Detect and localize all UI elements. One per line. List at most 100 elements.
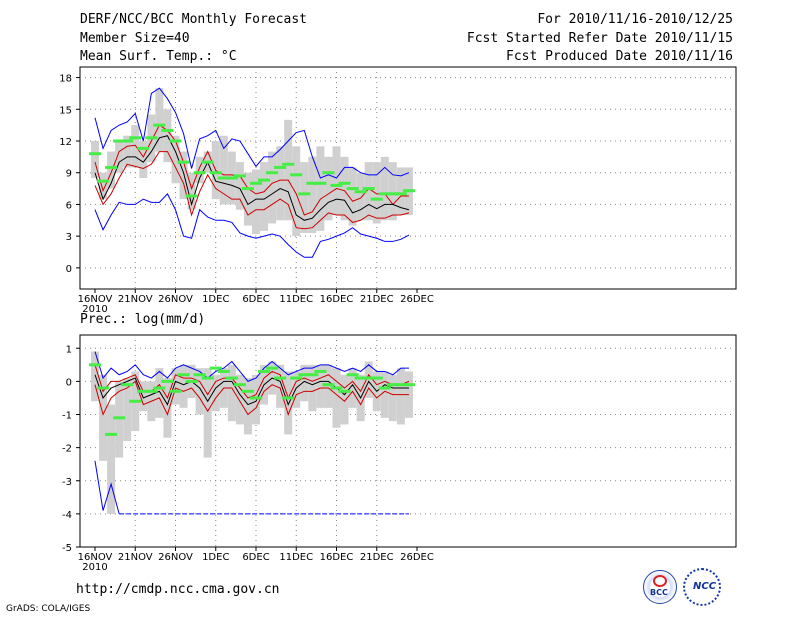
temp-median-mark [137, 146, 150, 150]
prec-box [99, 374, 108, 461]
prec-median-mark [113, 416, 126, 420]
prec-median-mark [225, 376, 238, 380]
prec-box [139, 381, 148, 412]
prec-median-mark [89, 363, 101, 367]
prec-median-mark [290, 376, 303, 380]
prec-box [227, 364, 236, 422]
temp-box [356, 172, 365, 221]
temp-xtick-label: 26NOV [158, 294, 193, 305]
temp-median-mark [97, 179, 110, 183]
prec-median-mark [161, 379, 174, 383]
prec-median-mark [201, 376, 214, 380]
prec-median-mark [250, 396, 262, 400]
temp-median-mark [402, 189, 415, 193]
prec-median-mark [370, 376, 383, 380]
prec-median-mark [209, 366, 222, 370]
temp-median-mark [322, 171, 335, 175]
prec-box [276, 364, 285, 408]
temp-box [388, 162, 397, 221]
prec-frame [79, 334, 737, 548]
prec-median-mark [129, 399, 142, 403]
prec-box [364, 361, 373, 398]
prec-median-mark [266, 366, 279, 370]
temp-box [284, 119, 293, 221]
temp-xtick-label: 1DEC [202, 294, 229, 305]
prec-box [203, 368, 212, 458]
prec-ytick-label: -4 [62, 510, 72, 521]
temp-mean-line [94, 135, 410, 221]
variable-label: Mean Surf. Temp.: °C [80, 49, 237, 64]
prec-median-mark [362, 376, 375, 380]
prec-xtick-label: 21DEC [360, 552, 394, 563]
temp-median-mark [258, 178, 271, 182]
prec-median-mark [241, 389, 254, 393]
prec-box [340, 374, 349, 425]
temp-ytick-label: 18 [59, 74, 72, 85]
prec-xtick-label: 21NOV [118, 552, 153, 563]
temp-median-mark [314, 181, 327, 185]
source-url[interactable]: http://cmdp.ncc.cma.gov.cn [76, 582, 280, 597]
prec-box [163, 378, 172, 438]
temp-median-mark [266, 171, 279, 175]
prec-max-line [94, 351, 409, 382]
temp-box [372, 162, 381, 224]
temp-box [348, 167, 357, 226]
prec-median-mark [386, 383, 399, 387]
prec-median-mark [402, 383, 415, 387]
temp-box [91, 141, 99, 178]
prec-median-mark [274, 376, 287, 380]
prec-mean-line [94, 374, 409, 406]
ncc-logo-text: NCC [693, 581, 717, 592]
temp-ytick-label: 3 [66, 232, 72, 243]
prec-median-mark [193, 373, 206, 377]
temp-box [308, 156, 317, 233]
prec-median-mark [185, 379, 198, 383]
temp-xtick-label: 26DEC [400, 294, 434, 305]
temp-box [340, 156, 349, 221]
temp-median-mark [225, 176, 238, 180]
prec-box [243, 378, 252, 435]
prec-xtick-label: 26NOV [158, 552, 193, 563]
temp-max-line [94, 87, 410, 179]
temp-xtick-label: 21NOV [118, 294, 153, 305]
prec-median-mark [378, 386, 391, 390]
chart-title: DERF/NCC/BCC Monthly Forecast [80, 12, 307, 27]
prec-ytick-label: 0 [66, 377, 72, 388]
temp-median-mark [201, 160, 214, 164]
prec-median-mark [338, 389, 351, 393]
temp-median-mark [217, 176, 230, 180]
temp-box [235, 162, 244, 210]
prec-median-mark [282, 396, 295, 400]
temp-median-mark [121, 139, 134, 143]
produced-date: Fcst Produced Date 2010/11/16 [506, 49, 733, 64]
bcc-logo-text: BCC [650, 588, 668, 597]
temp-box [195, 156, 204, 184]
temp-median-mark [177, 160, 190, 164]
temp-box [187, 172, 196, 210]
precip-label: Prec.: log(mm/d) [80, 312, 206, 327]
temp-box [171, 135, 180, 184]
temp-box [99, 172, 108, 200]
prec-box [179, 364, 188, 408]
temp-box [300, 162, 309, 233]
temp-median-mark [338, 181, 351, 185]
temp-median-mark [161, 128, 174, 132]
temp-median-mark [209, 171, 222, 175]
prec-median-mark [394, 383, 407, 387]
grads-credit: GrADS: COLA/IGES [6, 604, 91, 614]
prec-median-mark [306, 373, 319, 377]
temp-median-mark [298, 192, 311, 196]
temp-xtick-label: 21DEC [360, 294, 394, 305]
temp-median-mark [169, 139, 182, 143]
temp-box [155, 88, 164, 152]
temp-box [139, 141, 148, 178]
temp-ytick-label: 15 [59, 105, 72, 116]
temp-box [332, 146, 341, 215]
prec-ytick-label: 1 [66, 344, 72, 355]
temp-median-mark [386, 192, 399, 196]
prec-xtick-label: 11DEC [279, 552, 313, 563]
prec-ytick-label: -5 [62, 543, 72, 554]
temp-median-mark [250, 181, 262, 185]
temp-median-mark [362, 187, 375, 191]
temp-box [292, 146, 301, 237]
